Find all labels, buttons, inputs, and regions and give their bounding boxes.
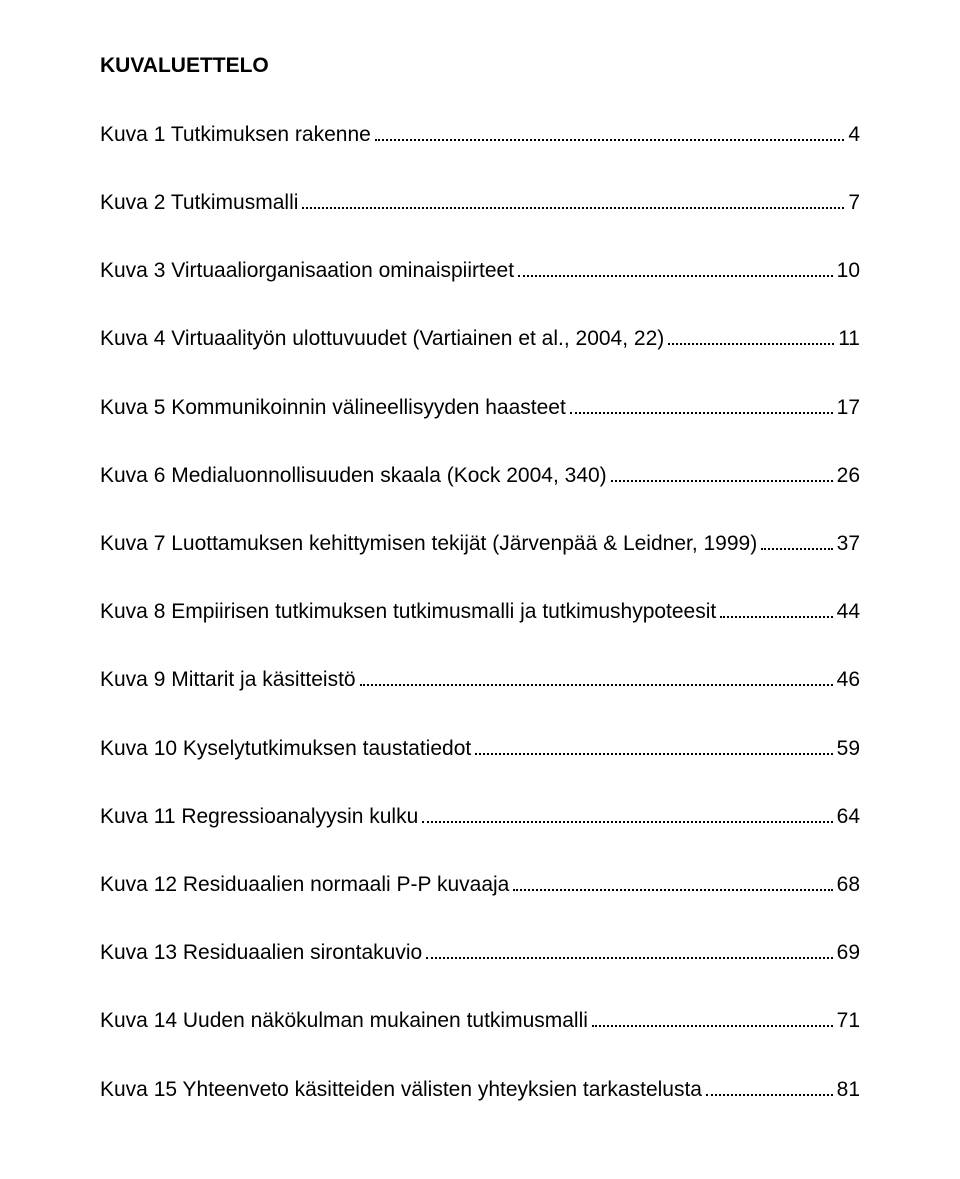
- toc-entry-page: 64: [837, 803, 860, 830]
- toc-entry-page: 10: [837, 257, 860, 284]
- dot-leader: [422, 802, 832, 823]
- toc-entry-label: Kuva 9 Mittarit ja käsitteistö: [100, 666, 356, 693]
- toc-entry-page: 69: [837, 939, 860, 966]
- page: KUVALUETTELO Kuva 1 Tutkimuksen rakenne 4…: [0, 0, 960, 1179]
- dot-leader: [706, 1075, 833, 1096]
- toc-entry-label: Kuva 12 Residuaalien normaali P-P kuvaaj…: [100, 871, 509, 898]
- dot-leader: [518, 256, 833, 277]
- toc-entry-page: 46: [837, 666, 860, 693]
- toc-entry-page: 71: [837, 1007, 860, 1034]
- toc-entry: Kuva 11 Regressioanalyysin kulku 64: [100, 802, 860, 830]
- toc-entry: Kuva 5 Kommunikoinnin välineellisyyden h…: [100, 393, 860, 421]
- toc-entry-label: Kuva 11 Regressioanalyysin kulku: [100, 803, 418, 830]
- toc-entry-page: 4: [848, 121, 860, 148]
- dot-leader: [761, 529, 832, 550]
- toc-entry-label: Kuva 4 Virtuaalityön ulottuvuudet (Varti…: [100, 325, 664, 352]
- dot-leader: [720, 597, 832, 618]
- toc-list: Kuva 1 Tutkimuksen rakenne 4 Kuva 2 Tutkim…: [100, 120, 860, 1103]
- toc-entry: Kuva 14 Uuden näkökulman mukainen tutkim…: [100, 1006, 860, 1034]
- toc-entry: Kuva 1 Tutkimuksen rakenne 4: [100, 120, 860, 148]
- toc-entry-page: 81: [837, 1076, 860, 1103]
- dot-leader: [611, 461, 833, 482]
- toc-entry-page: 26: [837, 462, 860, 489]
- toc-entry-label: Kuva 15 Yhteenveto käsitteiden välisten …: [100, 1076, 702, 1103]
- toc-entry-label: Kuva 7 Luottamuksen kehittymisen tekijät…: [100, 530, 757, 557]
- toc-entry: Kuva 9 Mittarit ja käsitteistö 46: [100, 666, 860, 694]
- toc-entry-label: Kuva 10 Kyselytutkimuksen taustatiedot: [100, 735, 471, 762]
- list-heading: KUVALUETTELO: [100, 54, 860, 78]
- dot-leader: [570, 393, 833, 414]
- dot-leader: [426, 938, 832, 959]
- toc-entry-page: 44: [837, 598, 860, 625]
- toc-entry-label: Kuva 6 Medialuonnollisuuden skaala (Kock…: [100, 462, 607, 489]
- toc-entry-label: Kuva 14 Uuden näkökulman mukainen tutkim…: [100, 1007, 588, 1034]
- toc-entry: Kuva 12 Residuaalien normaali P-P kuvaaj…: [100, 870, 860, 898]
- toc-entry-page: 7: [848, 189, 860, 216]
- toc-entry-label: Kuva 1 Tutkimuksen rakenne: [100, 121, 371, 148]
- toc-entry-page: 59: [837, 735, 860, 762]
- dot-leader: [375, 120, 844, 141]
- toc-entry: Kuva 7 Luottamuksen kehittymisen tekijät…: [100, 529, 860, 557]
- dot-leader: [360, 666, 833, 687]
- toc-entry: Kuva 10 Kyselytutkimuksen taustatiedot 59: [100, 734, 860, 762]
- dot-leader: [475, 734, 832, 755]
- toc-entry: Kuva 2 Tutkimusmalli 7: [100, 188, 860, 216]
- toc-entry-page: 17: [837, 394, 860, 421]
- toc-entry: Kuva 15 Yhteenveto käsitteiden välisten …: [100, 1075, 860, 1103]
- toc-entry-label: Kuva 5 Kommunikoinnin välineellisyyden h…: [100, 394, 566, 421]
- toc-entry-label: Kuva 2 Tutkimusmalli: [100, 189, 298, 216]
- toc-entry-label: Kuva 8 Empiirisen tutkimuksen tutkimusma…: [100, 598, 716, 625]
- toc-entry-page: 37: [837, 530, 860, 557]
- dot-leader: [302, 188, 844, 209]
- dot-leader: [592, 1006, 833, 1027]
- dot-leader: [668, 325, 834, 346]
- toc-entry-label: Kuva 13 Residuaalien sirontakuvio: [100, 939, 422, 966]
- toc-entry: Kuva 3 Virtuaaliorganisaation ominaispii…: [100, 256, 860, 284]
- toc-entry: Kuva 8 Empiirisen tutkimuksen tutkimusma…: [100, 597, 860, 625]
- toc-entry-page: 68: [837, 871, 860, 898]
- toc-entry: Kuva 4 Virtuaalityön ulottuvuudet (Varti…: [100, 325, 860, 353]
- toc-entry: Kuva 13 Residuaalien sirontakuvio 69: [100, 938, 860, 966]
- toc-entry-page: 11: [838, 325, 860, 352]
- dot-leader: [513, 870, 832, 891]
- toc-entry: Kuva 6 Medialuonnollisuuden skaala (Kock…: [100, 461, 860, 489]
- toc-entry-label: Kuva 3 Virtuaaliorganisaation ominaispii…: [100, 257, 514, 284]
